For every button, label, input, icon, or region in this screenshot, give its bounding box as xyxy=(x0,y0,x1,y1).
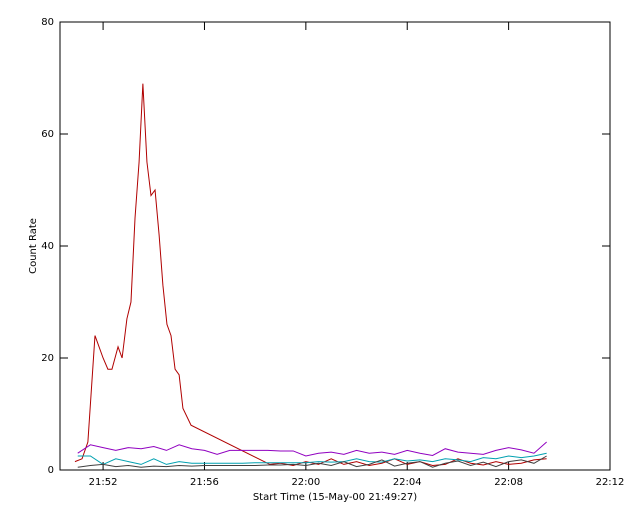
series-line xyxy=(74,83,547,467)
x-tick-label: 21:52 xyxy=(89,477,118,488)
y-tick-label: 60 xyxy=(41,129,54,140)
x-tick-label: 22:04 xyxy=(393,477,422,488)
y-tick-label: 0 xyxy=(48,465,54,476)
x-tick-label: 22:00 xyxy=(291,477,320,488)
series-line xyxy=(77,441,547,457)
x-axis-title: Start Time (15-May-00 21:49:27) xyxy=(253,492,417,503)
series-line xyxy=(77,455,547,468)
x-tick-label: 22:12 xyxy=(596,477,625,488)
x-tick-label: 21:56 xyxy=(190,477,219,488)
y-axis-title: Count Rate xyxy=(28,218,39,274)
series-line xyxy=(77,452,547,465)
y-tick-label: 40 xyxy=(41,241,54,252)
y-tick-label: 20 xyxy=(41,353,54,364)
y-tick-label: 80 xyxy=(41,17,54,28)
x-tick-label: 22:08 xyxy=(494,477,523,488)
